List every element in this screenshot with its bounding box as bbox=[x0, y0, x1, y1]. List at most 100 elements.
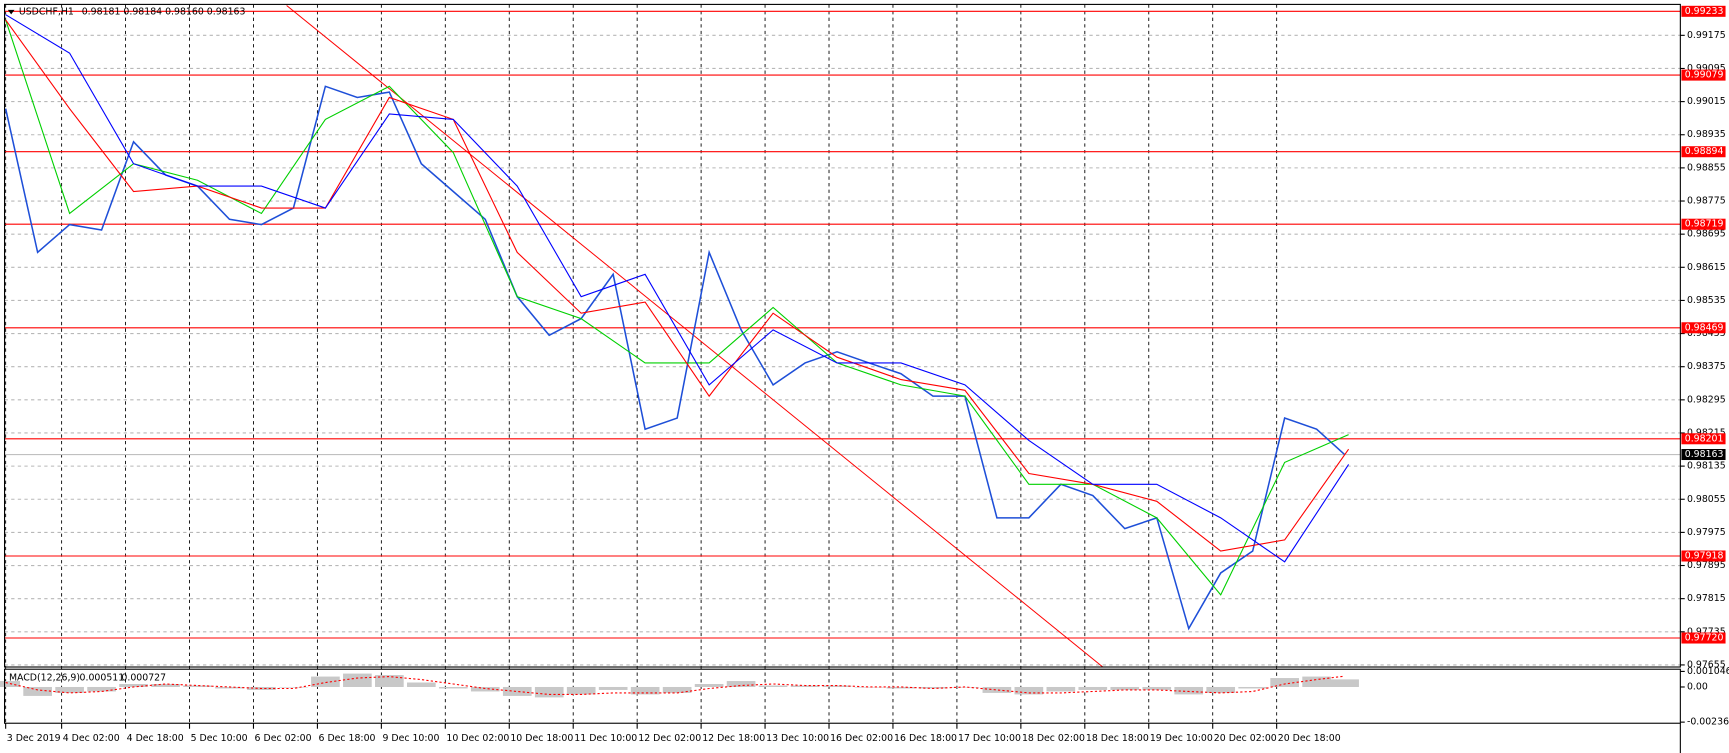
level-tag bbox=[1681, 69, 1726, 81]
macd-bar bbox=[279, 686, 308, 688]
y-tick-label: 0.97975 bbox=[1687, 527, 1726, 538]
x-tick-label: 6 Dec 02:00 bbox=[255, 733, 312, 744]
macd-bar bbox=[1174, 686, 1204, 695]
x-tick-label: 19 Dec 10:00 bbox=[1150, 733, 1213, 744]
level-label: 0.97918 bbox=[1685, 550, 1724, 561]
level-label: 0.98201 bbox=[1685, 433, 1724, 444]
macd-bar bbox=[694, 684, 724, 687]
macd-bar bbox=[343, 673, 372, 687]
macd-bar bbox=[1142, 686, 1172, 690]
level-tag bbox=[1681, 146, 1726, 158]
main-panel-border bbox=[4, 3, 1681, 668]
macd-title: MACD(12,26,9) bbox=[9, 673, 80, 684]
macd-bar bbox=[886, 686, 916, 689]
y-tick-label: 0.99015 bbox=[1687, 96, 1726, 107]
macd-bar bbox=[790, 685, 820, 687]
x-tick-label: 10 Dec 02:00 bbox=[446, 733, 509, 744]
x-tick-label: 18 Dec 18:00 bbox=[1086, 733, 1149, 744]
last-price-tag bbox=[1681, 449, 1726, 461]
y-tick-label: 0.98455 bbox=[1687, 328, 1726, 339]
level-label: 0.99079 bbox=[1685, 70, 1724, 81]
x-tick-label: 3 Dec 2019 bbox=[7, 733, 61, 744]
macd-bar bbox=[758, 685, 788, 687]
macd-bar bbox=[534, 686, 564, 698]
x-tick-label: 6 Dec 18:00 bbox=[319, 733, 376, 744]
macd-bar bbox=[1206, 686, 1236, 693]
y-tick-label: 0.98215 bbox=[1687, 427, 1726, 438]
y-tick-label: 0.98935 bbox=[1687, 129, 1726, 140]
label-layer: 0.97655 0.97735 0.97815 0.97895 0.97975 0.980… bbox=[5, 5, 1729, 744]
last-price-label: 0.98163 bbox=[1685, 449, 1724, 460]
moving-average bbox=[5, 19, 1350, 552]
macd-bar bbox=[1238, 686, 1268, 689]
x-tick-label: 20 Dec 02:00 bbox=[1214, 733, 1277, 744]
macd-bar bbox=[630, 686, 660, 695]
y-tick-label: 0.98535 bbox=[1687, 295, 1726, 306]
y-tick-label: 0.98375 bbox=[1687, 361, 1726, 372]
x-tick-label: 5 Dec 10:00 bbox=[191, 733, 248, 744]
menu-arrow bbox=[7, 9, 15, 15]
signal-value: 0.000727 bbox=[121, 673, 166, 684]
symbol-title: USDCHF,H1 bbox=[19, 7, 74, 18]
macd-bar bbox=[1078, 686, 1108, 690]
ohlc-text: 0.98181 0.98184 0.98160 0.98163 bbox=[82, 7, 246, 18]
macd-bar bbox=[470, 686, 500, 692]
macd-bar bbox=[438, 686, 468, 689]
macd-bar bbox=[598, 686, 628, 690]
level-label: 0.99233 bbox=[1685, 6, 1724, 17]
y-tick-label: 0.98295 bbox=[1687, 394, 1726, 405]
macd-bar bbox=[23, 686, 52, 696]
x-tick-label: 16 Dec 18:00 bbox=[894, 733, 957, 744]
moving-average bbox=[5, 14, 1350, 563]
x-tick-label: 16 Dec 02:00 bbox=[830, 733, 893, 744]
y-tick-label: 0.98855 bbox=[1687, 162, 1726, 173]
macd-bar bbox=[183, 685, 212, 687]
macd-bar bbox=[822, 685, 852, 687]
level-tag bbox=[1681, 322, 1726, 334]
level-label: 0.97720 bbox=[1685, 633, 1724, 644]
macd-bar bbox=[566, 686, 596, 695]
macd-bar bbox=[726, 681, 756, 687]
macd-bar bbox=[311, 676, 340, 687]
level-tag bbox=[1681, 5, 1726, 17]
x-tick-label: 13 Dec 10:00 bbox=[766, 733, 829, 744]
macd-bar bbox=[407, 682, 436, 687]
y-tick-label: 0.97735 bbox=[1687, 626, 1726, 637]
level-tag bbox=[1681, 550, 1726, 562]
level-tag bbox=[1681, 218, 1726, 230]
y-tick-label: 0.97655 bbox=[1687, 659, 1726, 670]
macd-bar bbox=[215, 686, 244, 689]
price-line bbox=[4, 85, 1346, 631]
macd-panel-border bbox=[4, 668, 1681, 724]
y-tick-label: 0.97895 bbox=[1687, 560, 1726, 571]
y-tick-label: 0.97815 bbox=[1687, 593, 1726, 604]
macd-bar bbox=[982, 686, 1012, 693]
y-tick-label: -0.002362 bbox=[1687, 717, 1729, 728]
y-tick-label: 0.99095 bbox=[1687, 63, 1726, 74]
y-tick-label: 0.00 bbox=[1687, 681, 1708, 692]
y-tick-label: 0.98055 bbox=[1687, 494, 1726, 505]
x-tick-label: 11 Dec 10:00 bbox=[574, 733, 637, 744]
level-label: 0.98469 bbox=[1685, 322, 1724, 333]
macd-bar bbox=[1014, 686, 1044, 695]
plot-layer bbox=[0, 5, 1681, 698]
grid-layer bbox=[4, 4, 1681, 724]
y-tick-label: 0.98135 bbox=[1687, 461, 1726, 472]
macd-bar bbox=[55, 686, 84, 693]
x-tick-label: 12 Dec 02:00 bbox=[638, 733, 701, 744]
x-tick-label: 9 Dec 10:00 bbox=[382, 733, 439, 744]
signal-line bbox=[5, 675, 1345, 696]
y-tick-label: 0.98615 bbox=[1687, 262, 1726, 273]
x-tick-label: 4 Dec 18:00 bbox=[127, 733, 184, 744]
macd-value: 0.000511 bbox=[80, 673, 125, 684]
macd-bar bbox=[151, 684, 180, 687]
y-tick-label: 0.001046 bbox=[1687, 666, 1729, 677]
y-tick-label: 0.98775 bbox=[1687, 196, 1726, 207]
macd-bar bbox=[854, 686, 884, 688]
x-tick-label: 10 Dec 18:00 bbox=[510, 733, 573, 744]
level-tag bbox=[1681, 632, 1726, 644]
macd-bar bbox=[119, 684, 148, 687]
macd-bar bbox=[1330, 679, 1359, 687]
